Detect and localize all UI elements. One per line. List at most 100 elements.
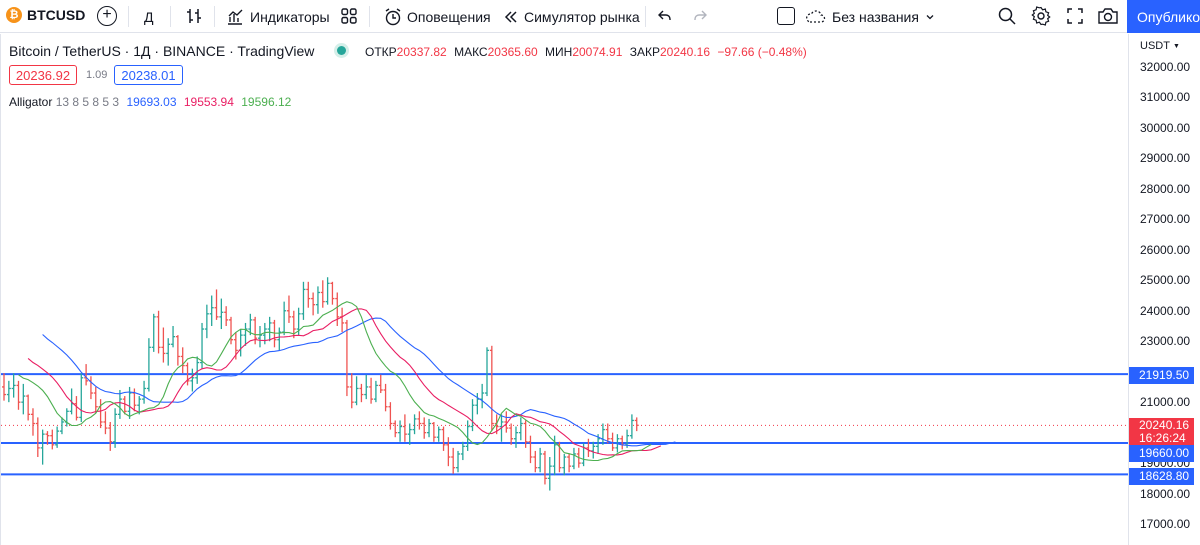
ohlc-bar [59, 417, 64, 435]
chart-type-button[interactable] [185, 7, 203, 30]
indicators-button[interactable]: Индикаторы [226, 0, 330, 33]
grid-icon [341, 8, 357, 24]
ohlc-bar [50, 429, 55, 450]
replay-button[interactable]: Симулятор рынка [503, 0, 640, 33]
ohlc-bar [161, 327, 166, 363]
market-status-dot[interactable] [337, 46, 346, 55]
add-symbol-button[interactable]: + [97, 6, 117, 26]
gear-icon [1031, 6, 1051, 26]
camera-icon [1098, 8, 1118, 24]
symbol-title[interactable]: Bitcoin / TetherUS · 1Д · BINANCE · Trad… [9, 43, 315, 59]
caret-down-icon: ▼ [1172, 42, 1180, 50]
undo-button[interactable] [657, 8, 673, 29]
snapshot-button[interactable] [1097, 6, 1119, 31]
layout-toggle-button[interactable] [777, 7, 795, 25]
ohlc-bar [243, 322, 248, 346]
alligator-lips-line [18, 301, 652, 462]
ohlc-bar [417, 411, 422, 430]
ohlc-bar [465, 420, 470, 451]
bid-value: 20236.92 [15, 67, 71, 83]
ohlc-bar [393, 420, 398, 438]
ohlc-bar [610, 432, 615, 451]
fullscreen-button[interactable] [1066, 7, 1084, 30]
ohlc-bar [306, 281, 311, 308]
divider [170, 6, 171, 27]
price-tick-label: 26000.00 [1140, 242, 1191, 257]
redo-button[interactable] [692, 8, 708, 29]
ohlc-bar [267, 316, 272, 342]
symbol-label: BTCUSD [27, 7, 86, 23]
ohlc-bar [547, 457, 552, 491]
ohlc-bar [229, 316, 234, 345]
ohlc-bar [40, 429, 45, 465]
publish-button[interactable]: Опублико [1127, 0, 1200, 33]
divider [369, 6, 370, 27]
alligator-legend[interactable]: Alligator 13 8 5 8 5 3 19693.03 19553.94… [9, 95, 291, 109]
settings-button[interactable] [1031, 6, 1051, 31]
ohlc-bar [460, 441, 465, 461]
ohlc-bar [407, 423, 412, 445]
ohlc-bar [615, 434, 620, 453]
lips-value: 19596.12 [241, 95, 292, 109]
plus-icon: + [102, 6, 112, 23]
ohlc-bar [117, 389, 122, 419]
divider [128, 6, 129, 27]
ohlc-bar [224, 306, 229, 326]
search-button[interactable] [997, 6, 1017, 31]
ohlc-bar [330, 281, 335, 305]
sell-button[interactable]: 20236.92 [9, 65, 77, 85]
ohlc-bar [311, 292, 316, 316]
currency-selector[interactable]: USDT ▼ [1140, 40, 1180, 52]
ohlc-bar [248, 313, 253, 336]
ohlc-bar [538, 447, 543, 473]
hline-price-label: 21919.50 [1139, 368, 1190, 382]
price-chart[interactable] [1, 34, 1128, 545]
top-toolbar: ₿ BTCUSD + Д Индикаторы Оповещения Симул… [0, 0, 1200, 33]
ohlc-bar [412, 414, 417, 435]
currency-label: USDT [1140, 40, 1170, 52]
layout-name-button[interactable]: Без названия [804, 0, 935, 33]
ohlc-bar [122, 396, 127, 415]
ohlc-bar [219, 298, 224, 330]
ohlc-bar [45, 431, 50, 445]
symbol-search[interactable]: ₿ BTCUSD [6, 7, 85, 23]
cloud-icon [806, 9, 826, 23]
fullscreen-icon [1067, 8, 1083, 24]
ohlc-bar [542, 450, 547, 485]
chart-pane[interactable] [0, 34, 1128, 545]
ohlc-bar [30, 408, 35, 436]
ohlc-bar [214, 289, 219, 320]
hline-price-label: 18628.80 [1139, 469, 1190, 483]
price-tick-label: 21000.00 [1140, 395, 1191, 410]
ohlc-bar [137, 396, 142, 415]
hline-price-tag[interactable]: 18628.80 [1129, 468, 1194, 485]
price-tick-label: 18000.00 [1140, 486, 1191, 501]
low-value: 20074.91 [572, 45, 623, 59]
alerts-button[interactable]: Оповещения [383, 0, 491, 33]
undo-icon [658, 10, 671, 20]
ohlc-bar [103, 411, 108, 435]
ohlc-bar [533, 450, 538, 473]
ohlc-bar [171, 325, 176, 348]
hline-price-tag[interactable]: 19660.00 [1129, 445, 1194, 462]
ohlc-bar [441, 426, 446, 451]
templates-button[interactable] [340, 7, 358, 30]
ohlc-bar [166, 338, 171, 366]
ohlc-bar [301, 281, 306, 320]
ohlc-bar [422, 417, 427, 439]
layout-name-label: Без названия [832, 8, 919, 25]
hline-price-tag[interactable]: 21919.50 [1129, 367, 1194, 384]
ohlc-bar [286, 295, 291, 323]
ohlc-bar [335, 292, 340, 326]
ohlc-bar [591, 441, 596, 459]
ohlc-bar [369, 377, 374, 404]
buy-button[interactable]: 20238.01 [114, 65, 183, 85]
ohlc-bar [388, 402, 393, 430]
interval-button[interactable]: Д [144, 0, 153, 33]
last-price-tag[interactable]: 20240.16 16:26:24 [1129, 418, 1194, 445]
ohlc-bar [485, 347, 489, 397]
ohlc-bar [88, 376, 93, 400]
interval-label: Д [144, 8, 154, 25]
ohlc-bar [315, 286, 320, 314]
indicators-icon [228, 9, 243, 25]
